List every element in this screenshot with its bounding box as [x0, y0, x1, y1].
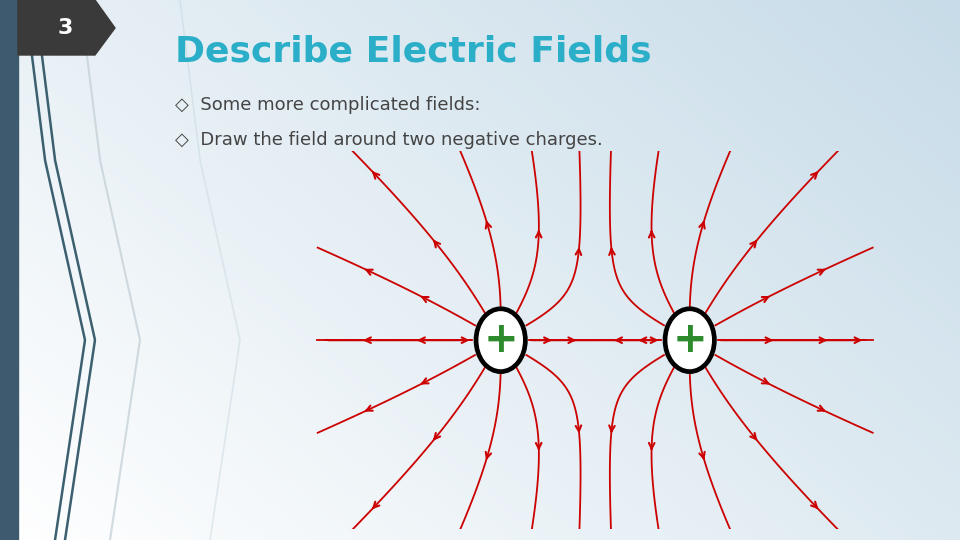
Ellipse shape — [668, 312, 711, 368]
Ellipse shape — [663, 307, 716, 373]
Text: ◇  Some more complicated fields:: ◇ Some more complicated fields: — [175, 96, 481, 114]
Polygon shape — [18, 0, 115, 55]
Text: +: + — [483, 319, 518, 361]
Text: Describe Electric Fields: Describe Electric Fields — [175, 35, 652, 69]
Bar — [0, 0, 18, 540]
Text: 3: 3 — [58, 18, 73, 38]
Ellipse shape — [474, 307, 527, 373]
Text: ◇  Draw the field around two negative charges.: ◇ Draw the field around two negative cha… — [175, 131, 603, 149]
Text: +: + — [672, 319, 708, 361]
Ellipse shape — [479, 312, 522, 368]
